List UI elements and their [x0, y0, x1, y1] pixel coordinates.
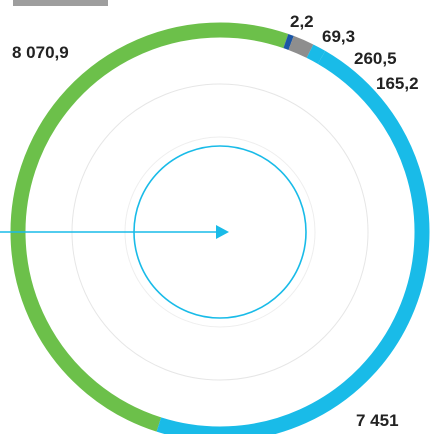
label-slice-0: 8 070,9 — [12, 43, 69, 62]
ring-segment-4 — [306, 44, 326, 64]
label-slice-2: 69,3 — [322, 27, 355, 46]
top-tab — [13, 0, 108, 6]
ring-segment-0 — [10, 22, 289, 432]
label-slice-1: 2,2 — [290, 12, 314, 31]
ring-segments — [10, 22, 430, 434]
ring-segment-5 — [156, 50, 430, 434]
center-arrow-head — [216, 225, 229, 239]
ring-segment-2 — [283, 33, 294, 50]
ring-segment-3 — [288, 35, 314, 58]
label-slice-4: 165,2 — [376, 74, 419, 93]
label-slice-3: 260,5 — [354, 49, 397, 68]
label-slice-5: 7 451 — [356, 411, 399, 430]
